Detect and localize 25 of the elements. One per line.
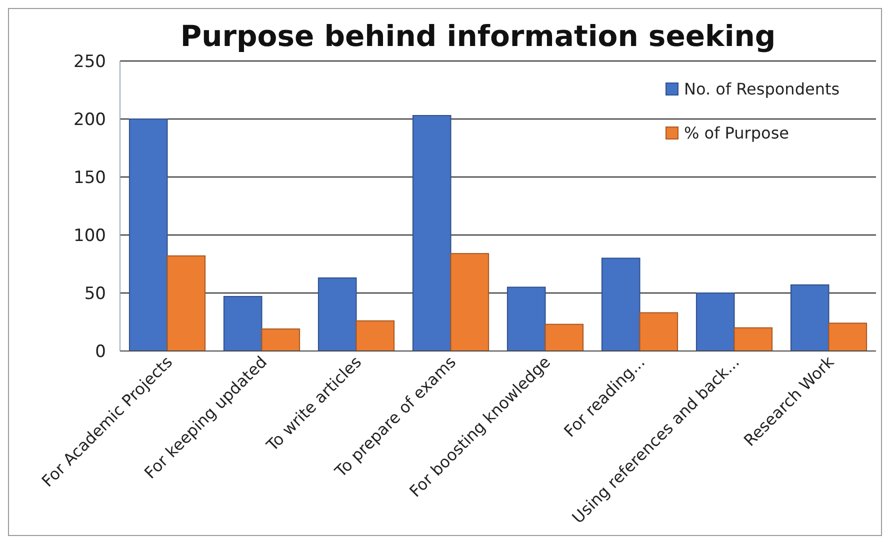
bar <box>828 322 868 352</box>
bar <box>166 255 206 352</box>
legend-label: No. of Respondents <box>684 80 840 99</box>
bar <box>450 253 490 352</box>
y-tick-label: 50 <box>84 284 106 304</box>
y-tick-label: 100 <box>74 226 106 246</box>
bar <box>223 296 262 352</box>
bar <box>790 284 830 352</box>
bar <box>318 277 357 352</box>
bar <box>639 312 678 352</box>
bar <box>261 328 300 352</box>
y-tick-label: 0 <box>95 342 106 362</box>
y-tick-label: 150 <box>74 168 106 188</box>
bar <box>696 292 735 352</box>
chart-title: Purpose behind information seeking <box>180 19 776 53</box>
legend-label: % of Purpose <box>684 124 790 143</box>
y-tick-label: 200 <box>74 110 106 130</box>
bar <box>506 286 546 352</box>
bar <box>128 118 168 352</box>
bar <box>412 115 452 352</box>
bar <box>544 324 584 352</box>
bar <box>734 327 773 352</box>
y-tick-label: 250 <box>74 52 106 72</box>
bar <box>601 258 640 352</box>
bar <box>356 320 395 352</box>
